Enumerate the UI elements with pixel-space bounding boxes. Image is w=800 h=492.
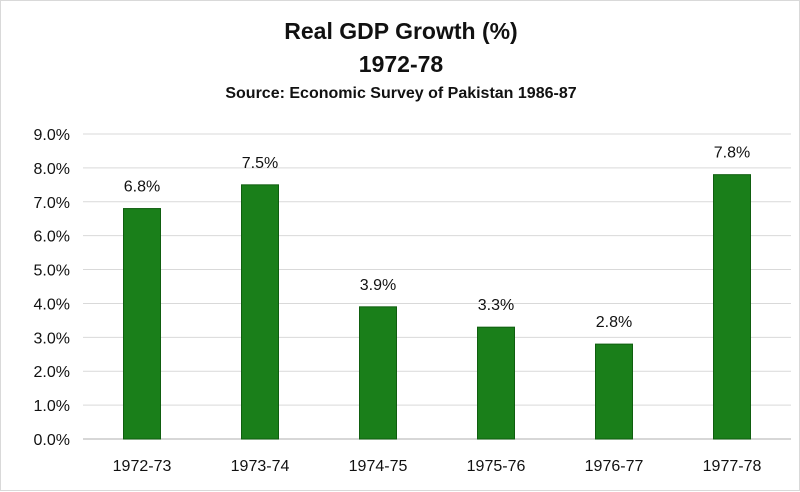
bar-1972-73: [123, 208, 161, 440]
data-label: 3.3%: [478, 297, 514, 314]
y-tick-label: 3.0%: [34, 330, 70, 347]
bar-1974-75: [359, 306, 397, 440]
y-tick-label: 4.0%: [34, 296, 70, 313]
bar-1976-77: [595, 343, 633, 440]
y-tick-label: 7.0%: [34, 195, 70, 212]
bar-1975-76: [477, 326, 515, 440]
y-tick-label: 9.0%: [34, 127, 70, 144]
data-label: 2.8%: [596, 314, 632, 331]
y-tick-label: 2.0%: [34, 364, 70, 381]
bar-1973-74: [241, 184, 279, 440]
data-label: 3.9%: [360, 277, 396, 294]
x-tick-label: 1974-75: [349, 458, 408, 475]
chart-source: Source: Economic Survey of Pakistan 1986…: [225, 85, 577, 102]
data-label: 6.8%: [124, 179, 160, 196]
y-tick-label: 8.0%: [34, 161, 70, 178]
x-tick-label: 1973-74: [231, 458, 290, 475]
y-tick-label: 1.0%: [34, 398, 70, 415]
data-label: 7.8%: [714, 145, 750, 162]
x-tick-label: 1975-76: [467, 458, 526, 475]
x-tick-label: 1976-77: [585, 458, 644, 475]
x-tick-label: 1972-73: [113, 458, 172, 475]
data-label: 7.5%: [242, 155, 278, 172]
y-tick-label: 6.0%: [34, 229, 70, 246]
chart-subtitle: 1972-78: [358, 51, 444, 77]
y-tick-label: 0.0%: [34, 432, 70, 449]
bar-1977-78: [713, 174, 751, 440]
y-tick-label: 5.0%: [34, 263, 70, 280]
chart-title: Real GDP Growth (%): [284, 18, 518, 44]
x-tick-label: 1977-78: [703, 458, 762, 475]
